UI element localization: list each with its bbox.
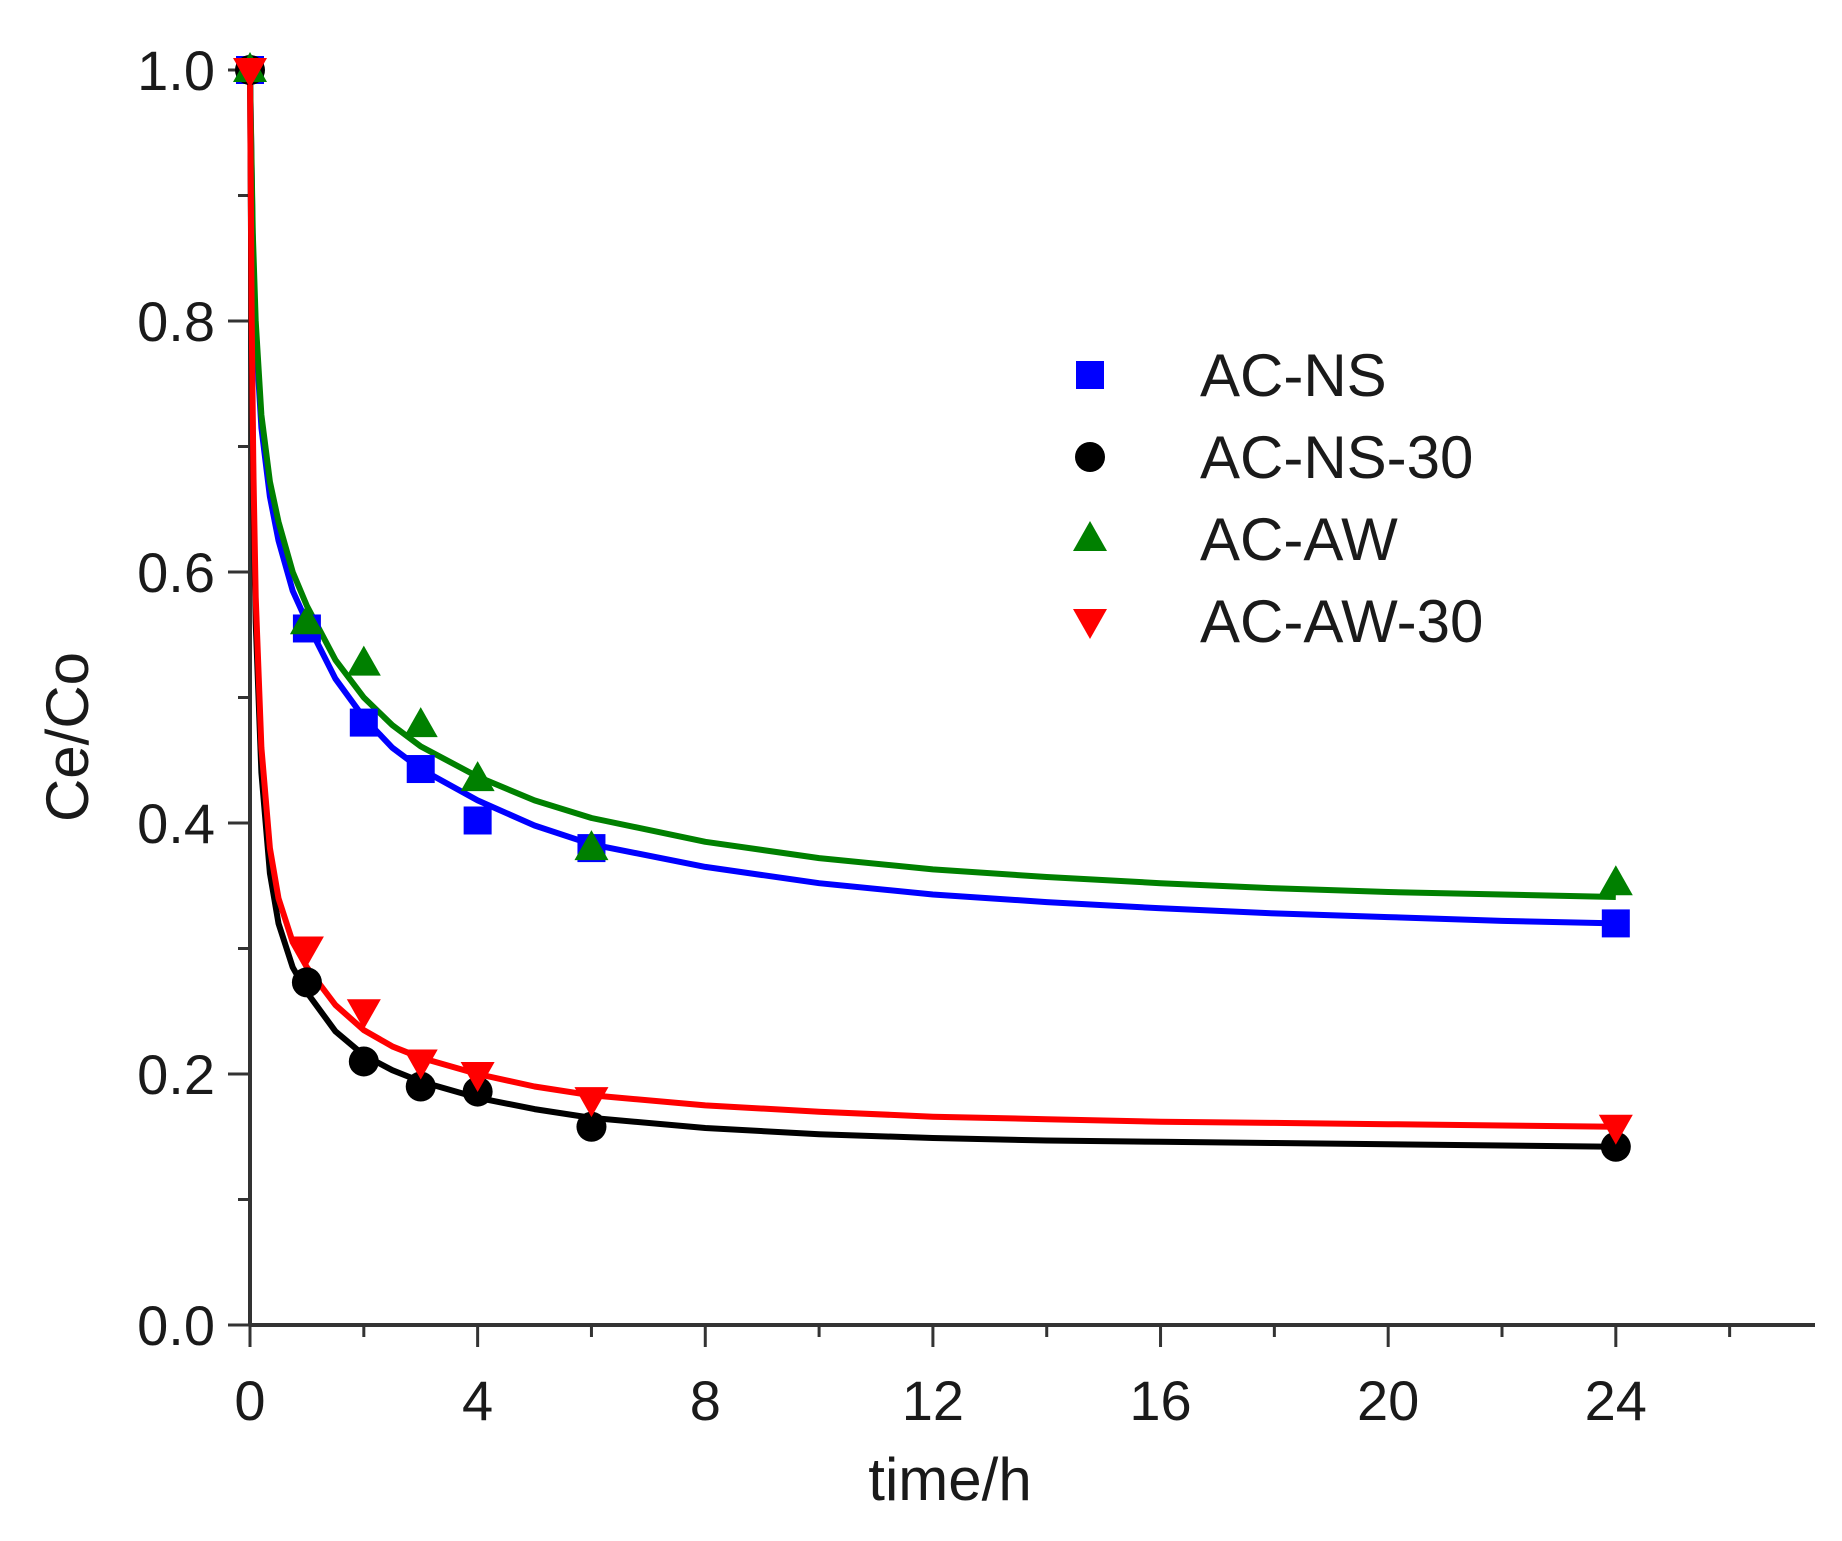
fit-line-ac-ns [247,69,1616,927]
x-axis: 0 4 8 12 16 20 24 [234,1323,1815,1432]
point-ac-ns [349,708,378,737]
point-ac-ns-30 [576,1111,607,1142]
point-ac-ns-30 [405,1071,436,1102]
y-tick-label: 0.2 [137,1043,215,1106]
x-axis-title: time/h [868,1446,1031,1513]
x-tick-label: 8 [690,1369,721,1432]
legend-marker-ac-ns [1076,361,1104,389]
x-tick-label: 0 [234,1369,265,1432]
point-ac-aw-30 [1598,1114,1633,1145]
legend-label: AC-AW [1200,506,1398,573]
point-ac-aw-30 [460,1062,495,1092]
x-tick-label: 24 [1585,1369,1647,1432]
y-tick-label: 0.6 [137,541,215,604]
point-ac-ns [463,806,492,835]
y-tick-label: 0.4 [137,792,215,855]
point-ac-ns-30 [291,967,322,998]
legend-marker-ac-ns-30 [1075,442,1105,472]
point-ac-aw [574,830,609,861]
point-ac-aw-30 [233,58,267,88]
x-tick-label: 12 [902,1369,964,1432]
point-ac-aw-30 [346,999,381,1030]
point-ac-aw [460,761,495,792]
legend-label: AC-NS [1200,342,1387,409]
y-axis-title: Ce/Co [34,652,101,822]
point-ac-aw-30 [403,1049,438,1080]
legend: AC-NS AC-NS-30 AC-AW AC-AW-30 [1073,342,1483,655]
point-ac-ns-30 [1600,1131,1631,1162]
x-tick-label: 20 [1357,1369,1419,1432]
point-ac-aw [346,645,381,676]
x-tick-label: 16 [1129,1369,1191,1432]
point-ac-ns [1601,909,1630,938]
point-ac-aw-30 [289,936,324,967]
point-ac-ns-30 [348,1046,379,1077]
x-tick-label: 4 [462,1369,493,1432]
y-axis: 0.0 0.2 0.4 0.6 0.8 1.0 [137,39,252,1357]
point-ac-aw [289,604,324,635]
legend-marker-ac-aw [1073,521,1107,551]
legend-label: AC-NS-30 [1200,424,1473,491]
fit-line-ac-aw [247,69,1616,900]
point-ac-ns [406,755,435,784]
y-tick-label: 0.0 [137,1294,215,1357]
point-ac-aw [403,707,438,738]
data-markers [233,52,1633,1162]
y-tick-label: 1.0 [137,39,215,102]
point-ac-aw-30 [574,1087,609,1118]
legend-marker-ac-aw-30 [1073,609,1107,639]
y-tick-label: 0.8 [137,290,215,353]
legend-label: AC-AW-30 [1200,588,1483,655]
point-ac-aw [1598,865,1633,896]
